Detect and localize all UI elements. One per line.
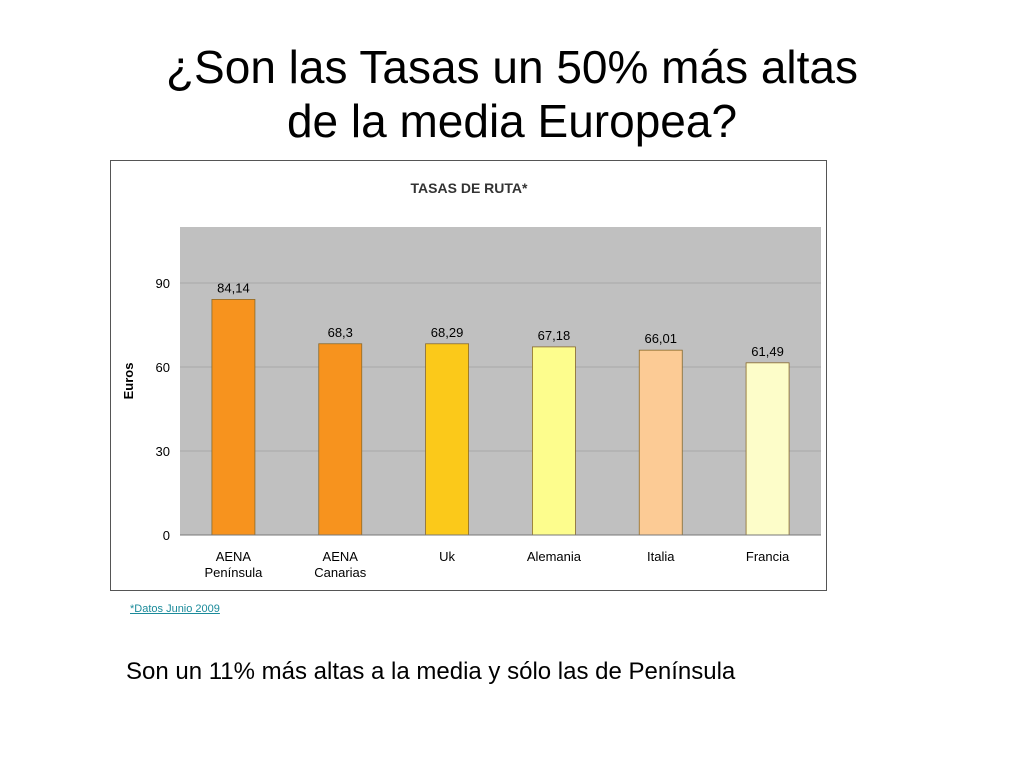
- conclusion-text: Son un 11% más altas a la media y sólo l…: [126, 658, 736, 685]
- bar-chart: 0 30 60 90 TASAS DE RUTA* Euros 84,14 AENA Penín…: [110, 160, 827, 591]
- x-tick-label: AENA: [216, 549, 252, 564]
- slide-title: ¿Son las Tasas un 50% más altas de la me…: [0, 40, 1024, 148]
- slide-title-line-1: ¿Son las Tasas un 50% más altas: [165, 41, 859, 93]
- x-tick-label: Italia: [647, 549, 675, 564]
- bar-value-label: 68,3: [328, 325, 353, 340]
- x-tick-label: Uk: [439, 549, 455, 564]
- plot-area: [180, 227, 821, 535]
- bar: [211, 299, 256, 536]
- bar: [425, 343, 469, 536]
- x-tick-label: AENA: [323, 549, 359, 564]
- bar-value-label: 61,49: [751, 344, 784, 359]
- y-tick-label: 90: [156, 276, 170, 291]
- data-source-footnote[interactable]: *Datos Junio 2009: [130, 603, 220, 615]
- bar: [318, 343, 363, 536]
- bar-value-label: 68,29: [431, 325, 464, 340]
- y-tick-label: 60: [156, 360, 170, 375]
- bar-value-label: 67,18: [538, 328, 571, 343]
- bar: [638, 349, 683, 536]
- bar: [745, 362, 790, 536]
- x-tick-label: Alemania: [527, 549, 582, 564]
- x-tick-label: Península: [205, 565, 264, 580]
- x-tick-label: Francia: [746, 549, 790, 564]
- slide-title-line-2: de la media Europea?: [286, 95, 738, 147]
- chart-title: TASAS DE RUTA*: [411, 180, 528, 196]
- x-tick-label: Canarias: [314, 565, 367, 580]
- y-tick-label: 0: [163, 528, 170, 543]
- bar: [532, 346, 576, 536]
- bar-value-label: 84,14: [217, 280, 250, 295]
- y-tick-label: 30: [156, 444, 170, 459]
- bar-value-label: 66,01: [644, 331, 677, 346]
- y-axis-label: Euros: [121, 363, 136, 400]
